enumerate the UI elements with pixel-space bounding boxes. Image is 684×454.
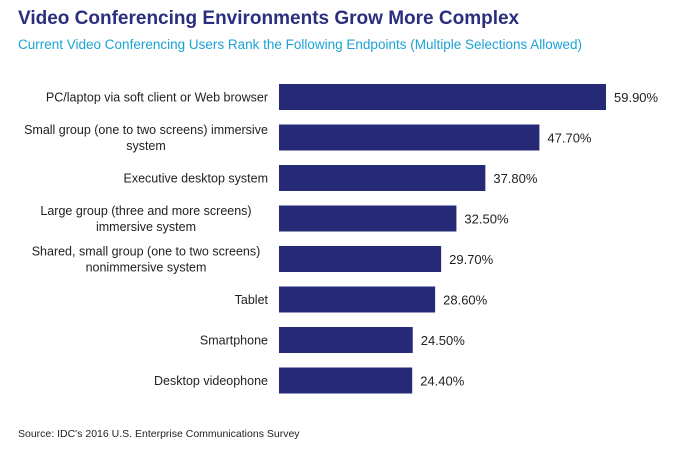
chart-subtitle: Current Video Conferencing Users Rank th… [18, 37, 583, 52]
bar [279, 327, 413, 353]
category-label: Desktop videophone [154, 374, 268, 388]
source-note: Source: IDC's 2016 U.S. Enterprise Commu… [18, 428, 300, 440]
category-label: Small group (one to two screens) immersi… [24, 123, 268, 153]
value-label: 28.60% [443, 293, 488, 308]
bar [279, 124, 540, 151]
bar [279, 286, 436, 313]
value-label: 24.50% [421, 333, 466, 348]
value-label: 29.70% [449, 252, 494, 267]
category-label: Shared, small group (one to two screens)… [32, 245, 261, 275]
category-label: Large group (three and more screens) imme… [40, 204, 251, 234]
value-label: 37.80% [493, 171, 538, 186]
value-label: 32.50% [464, 212, 509, 227]
category-label: PC/laptop via soft client or Web browser [46, 91, 268, 105]
bar [279, 165, 486, 191]
category-label: Executive desktop system [123, 172, 268, 186]
bar [279, 205, 457, 232]
value-label: 24.40% [420, 374, 465, 389]
bar [279, 367, 413, 394]
bar [279, 246, 442, 272]
value-label: 47.70% [547, 131, 592, 146]
category-label: Tablet [235, 293, 269, 307]
value-label: 59.90% [614, 90, 659, 105]
bar [279, 84, 606, 110]
category-label: Smartphone [200, 334, 268, 348]
chart-title: Video Conferencing Environments Grow Mor… [18, 8, 520, 29]
